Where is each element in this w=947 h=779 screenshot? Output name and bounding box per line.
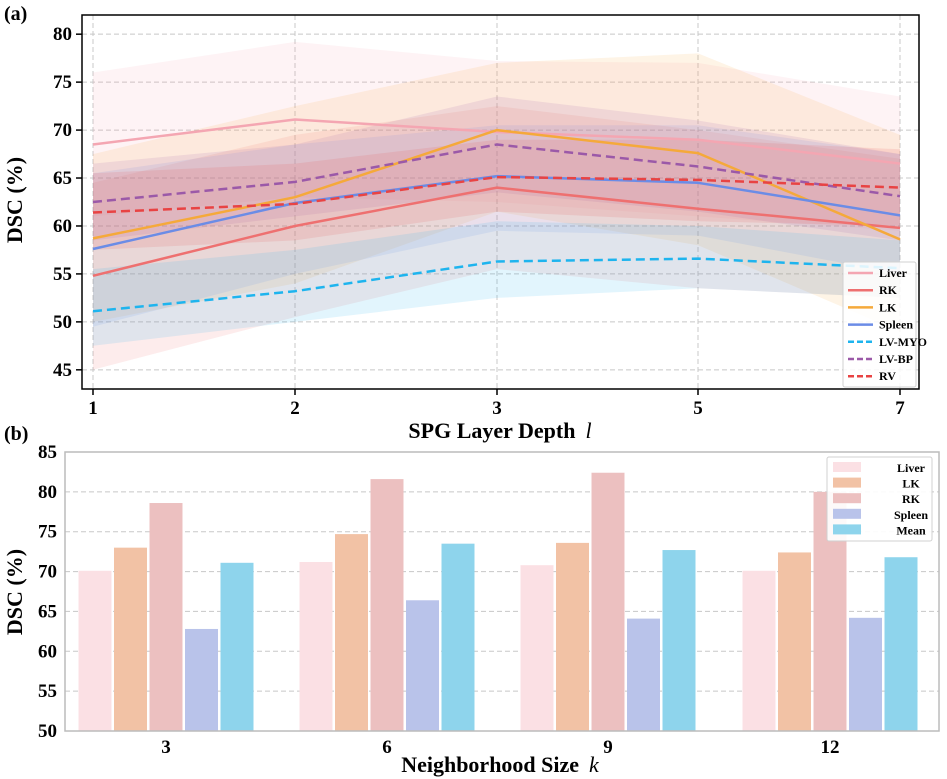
panel-b-bars xyxy=(78,472,918,731)
band-spleen xyxy=(93,125,900,327)
bar-lk-6 xyxy=(335,534,368,731)
panel-a-ytick-70: 70 xyxy=(53,120,72,141)
legend-swatch-b-mean xyxy=(833,524,861,535)
panel-b-xtick-12: 12 xyxy=(821,737,840,758)
series-line-liver xyxy=(92,118,901,165)
panel-a-ytick-60: 60 xyxy=(53,216,72,237)
panel-b-ylabel: DSC (%) xyxy=(2,549,27,635)
legend-label-b-mean: Mean xyxy=(896,523,926,537)
panel-b-ytick-55: 55 xyxy=(38,681,57,702)
panel-a-ytick-50: 50 xyxy=(53,312,72,333)
panel-b-ytick-75: 75 xyxy=(38,522,57,543)
legend-label-b-lk: LK xyxy=(902,477,920,491)
bar-mean-6 xyxy=(441,543,475,731)
legend-label-lk: LK xyxy=(879,300,897,314)
panel-b-ytick-70: 70 xyxy=(38,562,57,583)
legend-label-lv-bp: LV-BP xyxy=(879,352,913,366)
bar-lk-9 xyxy=(556,542,589,731)
panel-a-xlabel-var: l xyxy=(585,418,591,443)
panel-a-legend-box xyxy=(842,261,917,388)
bar-spleen-6 xyxy=(406,600,439,731)
panel-a-xtick-5: 5 xyxy=(693,398,703,419)
panel-a-legend: Liver RK LK Spleen LV-MYO LV-BP RV xyxy=(842,261,927,388)
panel-b-xtick-6: 6 xyxy=(382,737,392,758)
panel-a-xlabel: SPG Layer Depth l xyxy=(408,418,591,443)
series-line-rk xyxy=(92,186,901,278)
series-line-lv-bp xyxy=(92,143,901,204)
panel-a-label: (a) xyxy=(4,3,27,25)
legend-label-liver: Liver xyxy=(879,266,908,280)
panel-b-ytick-60: 60 xyxy=(38,641,57,662)
legend-swatch-b-spleen xyxy=(833,508,861,519)
panel-a-xtick-7: 7 xyxy=(895,398,905,419)
panel-b-ticks: 50 55 60 65 70 75 80 85 3 6 9 12 xyxy=(38,442,840,758)
panel-b-xtick-3: 3 xyxy=(161,737,171,758)
panel-b-ytick-85: 85 xyxy=(38,442,57,463)
panel-a-ytick-75: 75 xyxy=(53,72,72,93)
bar-liver-6 xyxy=(299,562,333,731)
panel-a-ytick-55: 55 xyxy=(53,264,72,285)
panel-a-frame xyxy=(81,14,920,390)
bar-mean-3 xyxy=(220,562,254,731)
panel-b-xlabel: Neighborhood Size k xyxy=(401,752,600,777)
panel-a-ytick-80: 80 xyxy=(53,24,72,45)
bar-spleen-9 xyxy=(627,618,660,731)
bar-rk-9 xyxy=(591,472,625,731)
panel-b-ytick-50: 50 xyxy=(38,721,57,742)
series-line-rv xyxy=(92,175,901,214)
legend-label-b-liver: Liver xyxy=(897,461,926,475)
panel-a-ytick-45: 45 xyxy=(53,360,72,381)
panel-a-xtick-3: 3 xyxy=(492,398,502,419)
legend-label-rk: RK xyxy=(879,283,898,297)
panel-a-xtick-1: 1 xyxy=(88,398,98,419)
legend-label-rv: RV xyxy=(879,369,896,383)
panel-a-ytick-65: 65 xyxy=(53,168,72,189)
bar-lk-3 xyxy=(114,547,147,731)
panel-b-ytick-65: 65 xyxy=(38,601,57,622)
series-line-spleen xyxy=(92,174,901,251)
band-lk xyxy=(93,53,900,332)
legend-swatch-b-lk xyxy=(833,477,861,488)
legend-label-spleen: Spleen xyxy=(879,318,913,332)
panel-a-lines xyxy=(92,118,901,313)
bar-spleen-3 xyxy=(185,628,218,731)
band-rk xyxy=(93,106,900,370)
panel-b-label: (b) xyxy=(4,423,28,445)
panel-a-ylabel: DSC (%) xyxy=(2,157,27,243)
bar-rk-6 xyxy=(370,479,404,731)
bar-mean-12 xyxy=(884,557,918,731)
panel-a-xlabel-text: SPG Layer Depth xyxy=(408,418,575,443)
legend-label-b-rk: RK xyxy=(902,492,921,506)
bar-mean-9 xyxy=(662,550,696,731)
band-lv-myo xyxy=(93,221,900,346)
legend-label-b-spleen: Spleen xyxy=(894,508,928,522)
panel-b-ytick-80: 80 xyxy=(38,482,57,503)
bar-liver-3 xyxy=(78,570,112,731)
panel-a-ticks: 45 50 55 60 65 70 75 80 1 2 3 5 7 xyxy=(53,24,905,419)
panel-b-xtick-9: 9 xyxy=(603,737,613,758)
series-line-lv-myo xyxy=(92,257,901,313)
legend-swatch-b-liver xyxy=(833,462,861,472)
legend-label-lv-myo: LV-MYO xyxy=(879,335,927,349)
bar-liver-12 xyxy=(742,570,776,731)
legend-swatch-b-rk xyxy=(833,493,861,504)
bar-spleen-12 xyxy=(849,617,882,731)
panel-b-frame xyxy=(64,451,940,732)
bar-liver-9 xyxy=(520,565,554,731)
panel-b-xlabel-var: k xyxy=(589,752,600,777)
bar-rk-3 xyxy=(149,503,183,731)
panel-a-xtick-2: 2 xyxy=(290,398,300,419)
panel-b-xlabel-text: Neighborhood Size xyxy=(401,752,579,777)
bar-lk-12 xyxy=(778,552,811,731)
